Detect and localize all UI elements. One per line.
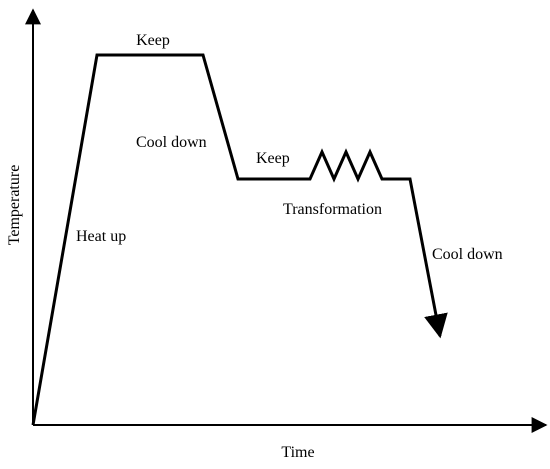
temperature-profile bbox=[31, 53, 448, 426]
stage-label: Keep bbox=[136, 32, 170, 49]
x-axis-label: Time bbox=[281, 444, 314, 461]
stage-label: Transformation bbox=[283, 201, 382, 218]
y-axis-label: Temperature bbox=[6, 165, 23, 246]
stage-label: Cool down bbox=[432, 246, 503, 263]
stage-label: Cool down bbox=[136, 134, 207, 151]
stage-label: Heat up bbox=[76, 228, 126, 245]
stage-label: Keep bbox=[256, 150, 290, 167]
